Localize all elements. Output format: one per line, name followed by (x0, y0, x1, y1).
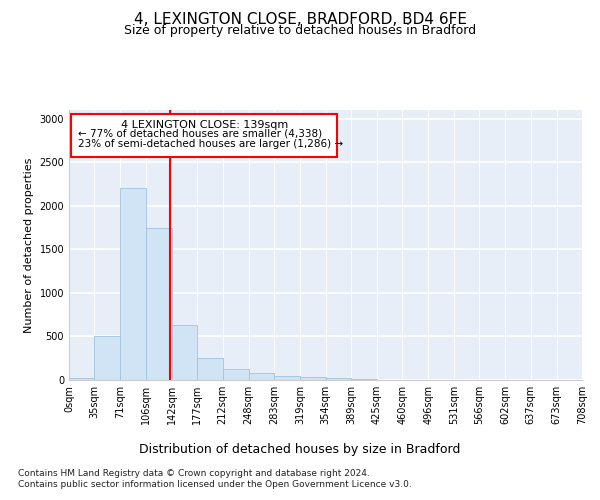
Y-axis label: Number of detached properties: Number of detached properties (24, 158, 34, 332)
Text: ← 77% of detached houses are smaller (4,338): ← 77% of detached houses are smaller (4,… (79, 128, 323, 138)
Text: Contains public sector information licensed under the Open Government Licence v3: Contains public sector information licen… (18, 480, 412, 489)
Bar (274, 376, 300, 380)
Bar (351, 379, 377, 380)
Bar (94, 336, 121, 380)
FancyBboxPatch shape (71, 114, 337, 157)
Text: 4, LEXINGTON CLOSE, BRADFORD, BD4 6FE: 4, LEXINGTON CLOSE, BRADFORD, BD4 6FE (133, 12, 467, 28)
Bar (248, 374, 274, 380)
Bar (172, 325, 197, 380)
Bar (197, 358, 223, 380)
Bar (146, 228, 172, 380)
Bar (223, 368, 248, 380)
Text: 4 LEXINGTON CLOSE: 139sqm: 4 LEXINGTON CLOSE: 139sqm (121, 120, 288, 130)
Text: Size of property relative to detached houses in Bradford: Size of property relative to detached ho… (124, 24, 476, 37)
Bar (325, 378, 351, 380)
Bar (69, 378, 94, 380)
Bar (121, 188, 146, 380)
Text: Distribution of detached houses by size in Bradford: Distribution of detached houses by size … (139, 442, 461, 456)
Text: 23% of semi-detached houses are larger (1,286) →: 23% of semi-detached houses are larger (… (79, 138, 344, 148)
Text: Contains HM Land Registry data © Crown copyright and database right 2024.: Contains HM Land Registry data © Crown c… (18, 469, 370, 478)
Bar (300, 377, 325, 380)
